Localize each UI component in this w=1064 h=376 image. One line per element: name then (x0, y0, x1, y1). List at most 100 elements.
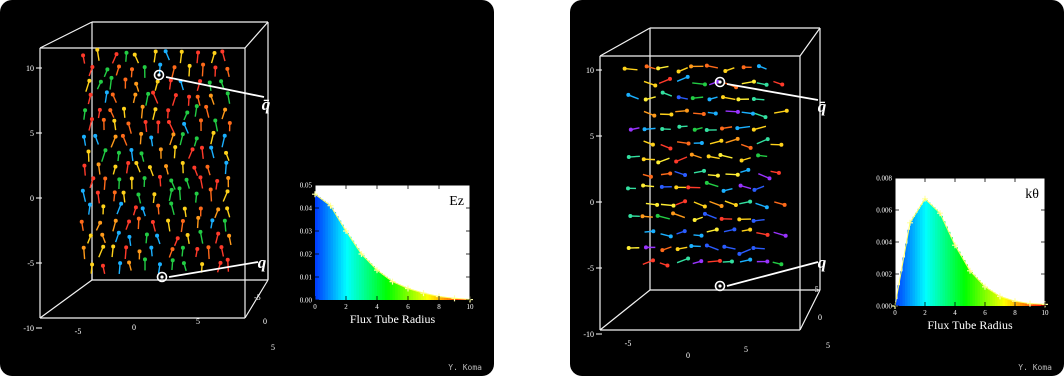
chart-bar (320, 198, 324, 300)
field-arrow (723, 227, 737, 233)
field-arrow (110, 134, 118, 148)
field-arrow (660, 171, 673, 176)
field-arrow (122, 106, 127, 118)
field-arrow (644, 64, 656, 70)
field-arrow (171, 93, 178, 106)
chart-bar (917, 208, 921, 306)
field-arrow (140, 206, 146, 217)
field-arrow (721, 187, 733, 193)
field-arrow (707, 111, 718, 116)
field-arrow (181, 261, 187, 272)
field-arrow (692, 216, 703, 223)
field-arrow (180, 161, 185, 174)
box-edge (599, 289, 651, 331)
field-arrow (198, 229, 204, 244)
chart-bar (1020, 302, 1023, 306)
axis-tick-label: 0 (818, 313, 822, 322)
chart-bar (418, 291, 422, 300)
field-arrow (692, 126, 703, 132)
chart-bar (423, 293, 427, 300)
chart-bar (1005, 298, 1008, 306)
chart-bar (395, 283, 399, 300)
field-arrow (756, 137, 770, 145)
field-arrow (659, 262, 670, 268)
field-arrow (116, 150, 121, 162)
chart-y-tick-label: 0.004 (876, 239, 892, 247)
field-arrow (210, 130, 216, 145)
chart-x-tick-label: 6 (406, 303, 410, 311)
field-arrow (739, 157, 751, 163)
field-arrow (112, 218, 118, 232)
field-arrow (720, 126, 733, 131)
credit-label: Y. Koma (1018, 363, 1052, 372)
field-arrow (222, 218, 227, 232)
field-arrow (709, 200, 724, 209)
field-arrow (224, 150, 230, 161)
axis-tick-label: -5 (812, 285, 819, 294)
field-arrow (127, 234, 132, 247)
axis-tick-label: 5 (590, 132, 594, 141)
field-arrow (707, 173, 720, 178)
field-arrow (101, 117, 106, 131)
chart-y-tick-label: 0.04 (300, 205, 313, 213)
field-arrow (89, 176, 96, 189)
box-edge (39, 279, 93, 319)
field-arrow (723, 67, 735, 73)
chart-bar (346, 232, 349, 300)
quark-marker (156, 271, 168, 283)
chart-y-tick-label: 0.05 (300, 182, 313, 190)
field-arrow (770, 142, 784, 147)
field-arrow (643, 140, 655, 147)
field-arrow (155, 233, 161, 245)
field-arrow (132, 52, 140, 64)
field-arrow (772, 261, 784, 267)
field-arrow (671, 211, 686, 219)
field-arrow (225, 91, 231, 104)
chart-title: kθ (1025, 187, 1039, 202)
field-arrow (125, 161, 131, 174)
chart-x-tick-label: 4 (953, 309, 957, 317)
field-arrow (756, 153, 768, 158)
field-arrow (112, 190, 117, 202)
chart-bar (922, 200, 926, 306)
field-arrow (642, 173, 653, 179)
field-arrow (656, 157, 670, 165)
field-arrow (706, 227, 719, 233)
field-arrow (88, 202, 93, 215)
axis-tick-label: 0 (590, 198, 594, 207)
chart-bar (952, 242, 956, 306)
chart-bar (364, 258, 368, 300)
field-arrow (221, 133, 227, 148)
field-arrow (225, 257, 230, 272)
chart-bar (940, 215, 943, 306)
box-frame (599, 27, 821, 331)
field-arrow (227, 233, 232, 246)
field-arrow (81, 245, 86, 260)
field-arrow (225, 66, 230, 78)
field-arrow (123, 77, 128, 89)
field-arrow (96, 79, 103, 90)
field-arrow (676, 67, 689, 74)
field-arrow (198, 206, 203, 217)
chart-x-tick-label: 2 (923, 309, 927, 317)
chart-bar (454, 298, 458, 300)
chart-bar (1002, 297, 1006, 306)
chart-bar (353, 244, 357, 300)
field-arrow (158, 62, 163, 75)
chart-bar (942, 221, 946, 306)
field-arrow (168, 247, 175, 258)
chart-bar (992, 292, 996, 306)
chart-bar (912, 216, 916, 306)
field-arrow (704, 243, 719, 251)
field-arrow (82, 163, 87, 176)
field-arrow (184, 177, 191, 189)
chart-bar (1042, 304, 1046, 306)
field-arrow (111, 244, 116, 258)
field-arrow (140, 104, 145, 119)
chart-bar (356, 248, 360, 300)
field-arrow (139, 151, 145, 162)
field-arrow (208, 187, 213, 202)
axis-tick-label: -5 (587, 264, 594, 273)
field-arrow (735, 125, 751, 131)
axis-tick-label: 5 (744, 345, 748, 354)
